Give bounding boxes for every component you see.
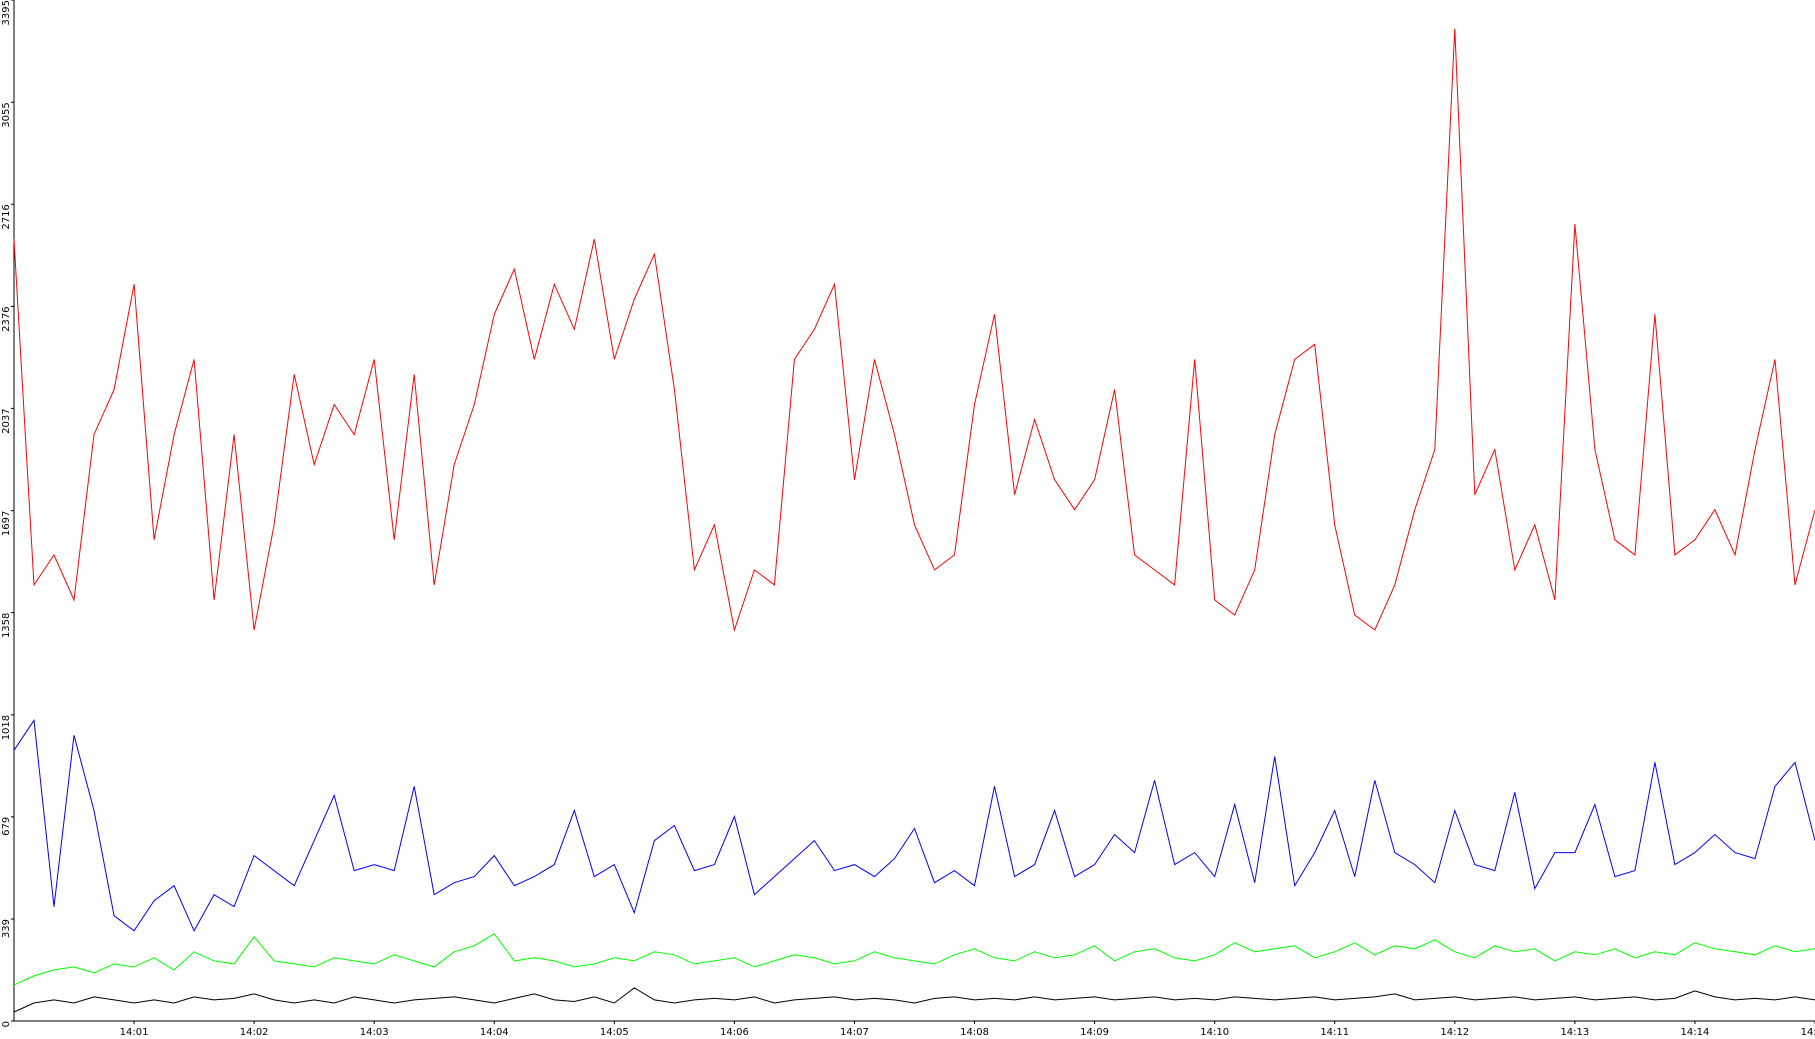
y-tick-label: 2716 bbox=[1, 204, 12, 229]
x-tick-label: 14:06 bbox=[720, 1027, 749, 1038]
x-tick-label: 14:01 bbox=[120, 1027, 149, 1038]
x-tick-label: 14:10 bbox=[1200, 1027, 1229, 1038]
x-tick-label: 14:08 bbox=[960, 1027, 989, 1038]
x-tick-label: 14:05 bbox=[600, 1027, 629, 1038]
y-tick-label: 3055 bbox=[1, 102, 12, 127]
y-tick-label: 339 bbox=[1, 919, 12, 938]
series-line bbox=[13, 28, 1815, 632]
y-tick-label: 2376 bbox=[1, 306, 12, 331]
series-line bbox=[13, 933, 1815, 986]
x-tick-label: 14:07 bbox=[840, 1027, 869, 1038]
x-tick-label: 14:11 bbox=[1320, 1027, 1349, 1038]
x-tick-label: 14:13 bbox=[1560, 1027, 1589, 1038]
y-tick-label: 679 bbox=[1, 817, 12, 836]
series-line bbox=[13, 718, 1815, 932]
y-tick-label: 0 bbox=[1, 1021, 12, 1027]
x-tick-label: 14:15 bbox=[1801, 1027, 1815, 1038]
x-tick-label: 14:14 bbox=[1681, 1027, 1710, 1038]
x-tick-label: 14:03 bbox=[360, 1027, 389, 1038]
series-line bbox=[13, 987, 1815, 1013]
y-tick-label: 2037 bbox=[1, 408, 12, 433]
x-tick-label: 14:02 bbox=[240, 1027, 269, 1038]
y-tick-label: 3395 bbox=[1, 0, 12, 25]
x-tick-label: 14:04 bbox=[480, 1027, 509, 1038]
x-tick-label: 14:09 bbox=[1080, 1027, 1109, 1038]
y-tick-label: 1018 bbox=[1, 715, 12, 740]
x-tick-label: 14:12 bbox=[1440, 1027, 1469, 1038]
y-tick-label: 1358 bbox=[1, 613, 12, 638]
y-tick-label: 1697 bbox=[1, 511, 12, 536]
